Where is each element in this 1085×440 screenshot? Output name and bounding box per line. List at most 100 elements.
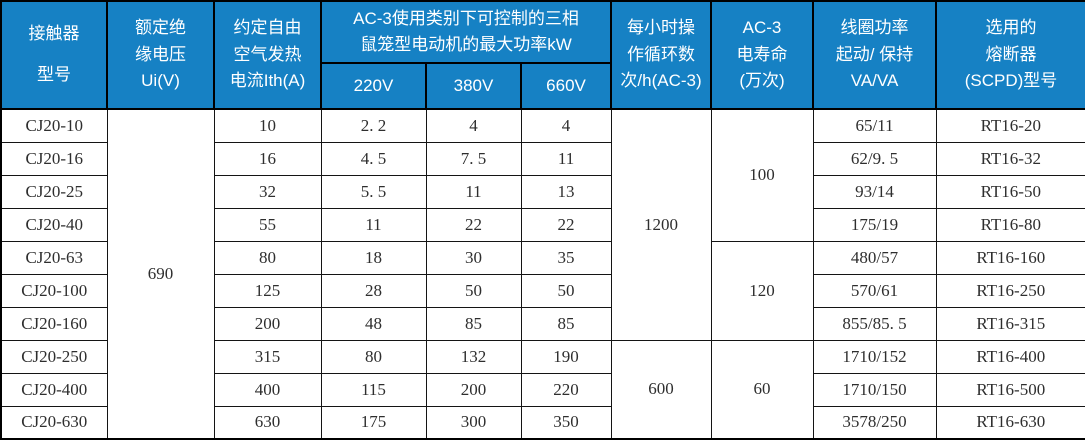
table-row: CJ20-160 200 48 85 85 855/85. 5 RT16-315 [0, 306, 1085, 341]
cell-p220: 5. 5 [320, 174, 427, 209]
table-header: 接触器 型号 额定绝 缘电压 Ui(V) 约定自由 空气发热 电流Ith(A) … [0, 0, 1085, 110]
cell-cycles-merged-top: 1200 [610, 108, 712, 341]
table-row: CJ20-250 315 80 132 190 600 60 1710/152 … [0, 339, 1085, 440]
subheader-220v: 220V [320, 62, 427, 110]
header-thermal-current: 约定自由 空气发热 电流Ith(A) [213, 0, 322, 110]
cell-p660: 4 [520, 108, 612, 143]
cell-coil: 93/14 [812, 174, 937, 209]
cell-p660: 50 [520, 273, 612, 308]
cell-life-merged-mid: 120 [710, 240, 814, 341]
cell-coil: 175/19 [812, 207, 937, 242]
cell-ith: 200 [213, 306, 322, 341]
cell-p660: 11 [520, 141, 612, 176]
header-electrical-life: AC-3 电寿命 (万次) [710, 0, 815, 110]
cell-p380: 300 [425, 405, 522, 440]
header-operating-cycles: 每小时操 作循环数 次/h(AC-3) [610, 0, 713, 110]
cell-coil: 855/85. 5 [812, 306, 937, 341]
cell-model: CJ20-100 [0, 273, 108, 308]
header-model: 接触器 型号 [0, 0, 108, 110]
cell-fuse: RT16-80 [935, 207, 1085, 242]
table-row: CJ20-25 32 5. 5 11 13 93/14 RT16-50 [0, 174, 1085, 209]
cell-p380: 132 [425, 339, 522, 374]
cell-p380: 11 [425, 174, 522, 209]
cell-p380: 7. 5 [425, 141, 522, 176]
table-body: CJ20-10 690 10 2. 2 4 4 1200 100 65/11 R… [0, 108, 1085, 440]
cell-p220: 28 [320, 273, 427, 308]
cell-model: CJ20-16 [0, 141, 108, 176]
cell-model: CJ20-40 [0, 207, 108, 242]
cell-cycles-merged-bottom: 600 [610, 339, 712, 440]
cell-ith: 630 [213, 405, 322, 440]
cell-p220: 48 [320, 306, 427, 341]
cell-p660: 35 [520, 240, 612, 275]
cell-model: CJ20-10 [0, 108, 108, 143]
cell-coil: 65/11 [812, 108, 937, 143]
header-coil-power: 线圈功率 起动/ 保持 VA/VA [812, 0, 938, 110]
cell-model: CJ20-250 [0, 339, 108, 374]
cell-fuse: RT16-500 [935, 372, 1085, 407]
cell-life-merged-bottom: 60 [710, 339, 814, 440]
cell-fuse: RT16-400 [935, 339, 1085, 374]
cell-coil: 570/61 [812, 273, 937, 308]
cell-p220: 4. 5 [320, 141, 427, 176]
cell-ui-merged: 690 [106, 108, 215, 440]
cell-ith: 32 [213, 174, 322, 209]
cell-p660: 190 [520, 339, 612, 374]
cell-p660: 13 [520, 174, 612, 209]
cell-p380: 4 [425, 108, 522, 143]
cell-p220: 80 [320, 339, 427, 374]
cell-p380: 30 [425, 240, 522, 275]
header-insulation-voltage: 额定绝 缘电压 Ui(V) [106, 0, 215, 110]
cell-p220: 2. 2 [320, 108, 427, 143]
table-row: CJ20-400 400 115 200 220 1710/150 RT16-5… [0, 372, 1085, 407]
table-row: CJ20-40 55 11 22 22 175/19 RT16-80 [0, 207, 1085, 242]
cell-coil: 62/9. 5 [812, 141, 937, 176]
cell-coil: 480/57 [812, 240, 937, 275]
table-row: CJ20-630 630 175 300 350 3578/250 RT16-6… [0, 405, 1085, 440]
cell-fuse: RT16-50 [935, 174, 1085, 209]
cell-fuse: RT16-160 [935, 240, 1085, 275]
cell-fuse: RT16-32 [935, 141, 1085, 176]
cell-p660: 350 [520, 405, 612, 440]
cell-p220: 11 [320, 207, 427, 242]
cell-model: CJ20-400 [0, 372, 108, 407]
cell-ith: 10 [213, 108, 322, 143]
subheader-660v: 660V [519, 62, 613, 110]
table-row: CJ20-16 16 4. 5 7. 5 11 62/9. 5 RT16-32 [0, 141, 1085, 176]
header-max-power-group: AC-3使用类别下可控制的三相 鼠笼型电动机的最大功率kW [319, 0, 613, 64]
cell-p660: 85 [520, 306, 612, 341]
cell-p220: 175 [320, 405, 427, 440]
subheader-380v: 380V [425, 62, 522, 110]
cell-model: CJ20-25 [0, 174, 108, 209]
cell-model: CJ20-630 [0, 405, 108, 440]
cell-fuse: RT16-315 [935, 306, 1085, 341]
cell-ith: 400 [213, 372, 322, 407]
cell-p660: 22 [520, 207, 612, 242]
cell-ith: 55 [213, 207, 322, 242]
cell-fuse: RT16-250 [935, 273, 1085, 308]
cell-ith: 80 [213, 240, 322, 275]
cell-p380: 200 [425, 372, 522, 407]
cell-model: CJ20-160 [0, 306, 108, 341]
cell-coil: 1710/152 [812, 339, 937, 374]
cell-p380: 85 [425, 306, 522, 341]
cell-p380: 22 [425, 207, 522, 242]
cell-fuse: RT16-20 [935, 108, 1085, 143]
cell-p380: 50 [425, 273, 522, 308]
cell-life-merged-top: 100 [710, 108, 814, 242]
cell-fuse: RT16-630 [935, 405, 1085, 440]
header-fuse-type: 选用的 熔断器 (SCPD)型号 [935, 0, 1085, 110]
cell-p220: 18 [320, 240, 427, 275]
cell-ith: 315 [213, 339, 322, 374]
cell-ith: 125 [213, 273, 322, 308]
cell-coil: 3578/250 [812, 405, 937, 440]
cell-ith: 16 [213, 141, 322, 176]
cell-model: CJ20-63 [0, 240, 108, 275]
cell-p660: 220 [520, 372, 612, 407]
cell-coil: 1710/150 [812, 372, 937, 407]
table-row: CJ20-100 125 28 50 50 570/61 RT16-250 [0, 273, 1085, 308]
cell-p220: 115 [320, 372, 427, 407]
table-row: CJ20-10 690 10 2. 2 4 4 1200 100 65/11 R… [0, 108, 1085, 440]
